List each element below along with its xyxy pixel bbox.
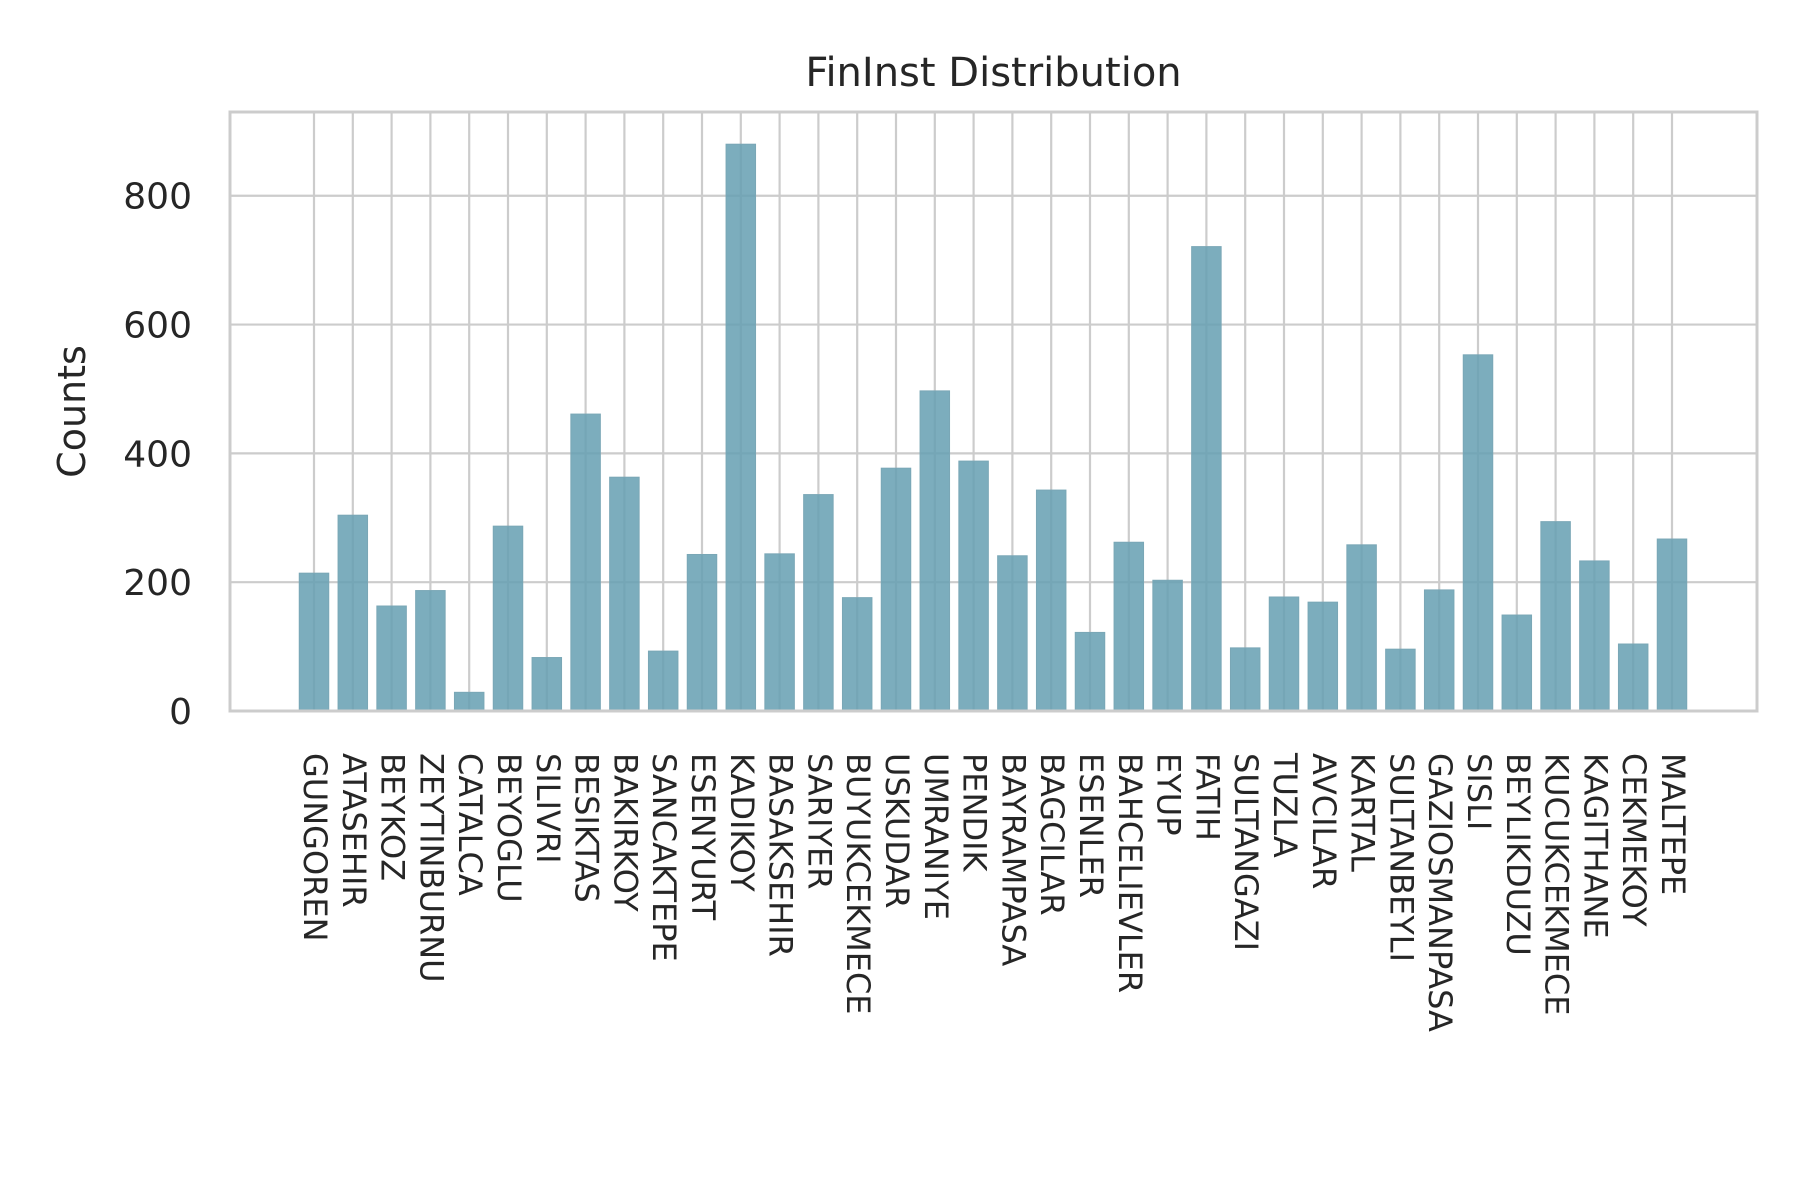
bar-kartal — [1346, 544, 1377, 712]
y-tick-label: 800 — [123, 177, 192, 218]
bar-sancaktepe — [647, 650, 679, 712]
bar-uskudar — [880, 467, 912, 712]
x-tick-label: GUNGOREN — [296, 753, 334, 942]
plot-area-frame — [228, 110, 1759, 713]
x-tick-label: MALTEPE — [1654, 753, 1692, 895]
x-tick-label: SANCAKTEPE — [645, 753, 683, 962]
bar-basaksehir — [764, 553, 795, 712]
y-tick-label: 600 — [123, 306, 192, 347]
x-tick-label: ATASEHIR — [335, 753, 373, 908]
y-tick-label: 200 — [123, 563, 192, 604]
bar-gaziosmanpasa — [1423, 589, 1455, 712]
x-tick-label: CATALCA — [451, 753, 489, 896]
x-tick-label: GAZIOSMANPASA — [1421, 753, 1459, 1032]
bar-silivri — [531, 657, 563, 712]
x-tick-label: SILIVRI — [529, 753, 567, 864]
bar-beykoz — [376, 605, 407, 712]
x-tick-label: BEYKOZ — [374, 753, 412, 881]
bar-gungoren — [298, 572, 330, 712]
bar-sultanbeyli — [1385, 648, 1416, 712]
bar-fatih — [1191, 246, 1222, 712]
x-tick-label: EYUP — [1150, 753, 1188, 835]
y-axis-label: Counts — [50, 345, 94, 478]
x-tick-label: BEYLIKDUZU — [1499, 753, 1537, 956]
chart-title: FinInst Distribution — [805, 50, 1181, 96]
y-tick-label: 400 — [123, 434, 192, 475]
bar-atasehir — [337, 514, 369, 712]
bar-pendik — [958, 460, 989, 712]
bar-eyup — [1152, 579, 1183, 712]
bars — [298, 143, 1688, 712]
bar-cekmekoy — [1617, 643, 1649, 712]
bar-kagithane — [1579, 560, 1610, 712]
bar-avcilar — [1307, 601, 1339, 712]
bar-tuzla — [1268, 596, 1300, 712]
x-tick-label: CEKMEKOY — [1615, 753, 1653, 927]
x-tick-label: ESENYURT — [684, 753, 722, 921]
x-tick-label: KARTAL — [1344, 753, 1382, 872]
x-tick-label: BAGCILAR — [1033, 753, 1071, 916]
x-tick-label: SULTANBEYLI — [1382, 753, 1420, 962]
bar-maltepe — [1656, 538, 1688, 712]
y-tick-label: 0 — [169, 692, 192, 733]
bar-bakirkoy — [609, 476, 640, 712]
x-tick-label: FATIH — [1188, 753, 1226, 841]
x-tick-label: PENDIK — [956, 753, 994, 873]
bar-sisli — [1462, 354, 1494, 712]
bar-buyukcekmece — [841, 597, 873, 712]
x-tick-label: BESIKTAS — [568, 753, 606, 903]
bar-esenler — [1074, 631, 1106, 712]
bar-zeytinburnu — [415, 590, 446, 712]
x-tick-label: BUYUKCEKMECE — [839, 753, 877, 1015]
bar-sariyer — [803, 494, 834, 712]
x-tick-label: TUZLA — [1266, 752, 1304, 858]
x-tick-label: AVCILAR — [1305, 753, 1343, 889]
x-tick-label: ZEYTINBURNU — [412, 753, 450, 983]
bar-esenyurt — [686, 553, 718, 712]
x-tick-label: BASAKSEHIR — [762, 753, 800, 957]
x-tick-label: BAHCELIEVLER — [1111, 753, 1149, 993]
bar-umraniye — [919, 390, 951, 712]
x-tick-label: SULTANGAZI — [1227, 753, 1265, 951]
bar-bagcilar — [1035, 489, 1067, 712]
bar-kadikoy — [725, 143, 757, 712]
x-tick-label: SARIYER — [800, 753, 838, 889]
x-tick-label: KUCUKCEKMECE — [1538, 753, 1576, 1015]
bar-beylikduzu — [1501, 614, 1533, 712]
x-tick-label: ESENLER — [1072, 753, 1110, 898]
x-tick-label: BEYOGLU — [490, 753, 528, 903]
bar-bahcelievler — [1113, 541, 1145, 712]
x-tick-label: BAKIRKOY — [606, 753, 644, 912]
x-tick-label: USKUDAR — [878, 753, 916, 908]
bar-sultangazi — [1229, 647, 1261, 712]
x-tick-label: BAYRAMPASA — [994, 753, 1032, 966]
bar-besiktas — [570, 413, 601, 712]
bar-kucukcekmece — [1540, 521, 1571, 712]
x-axis-ticks: GUNGOREN ATASEHIR BEYKOZ ZEYTINBURNU CATALCA… — [296, 752, 1692, 1032]
bar-beyoglu — [492, 525, 524, 712]
bar-bayrampasa — [997, 555, 1028, 712]
y-axis-ticks: 0 200 400 600 800 — [123, 177, 192, 733]
bar-catalca — [453, 691, 485, 712]
x-tick-label: KADIKOY — [723, 753, 761, 892]
x-tick-label: SISLI — [1460, 753, 1498, 830]
x-tick-label: UMRANIYE — [917, 753, 955, 920]
x-tick-label: KAGITHANE — [1576, 753, 1614, 939]
